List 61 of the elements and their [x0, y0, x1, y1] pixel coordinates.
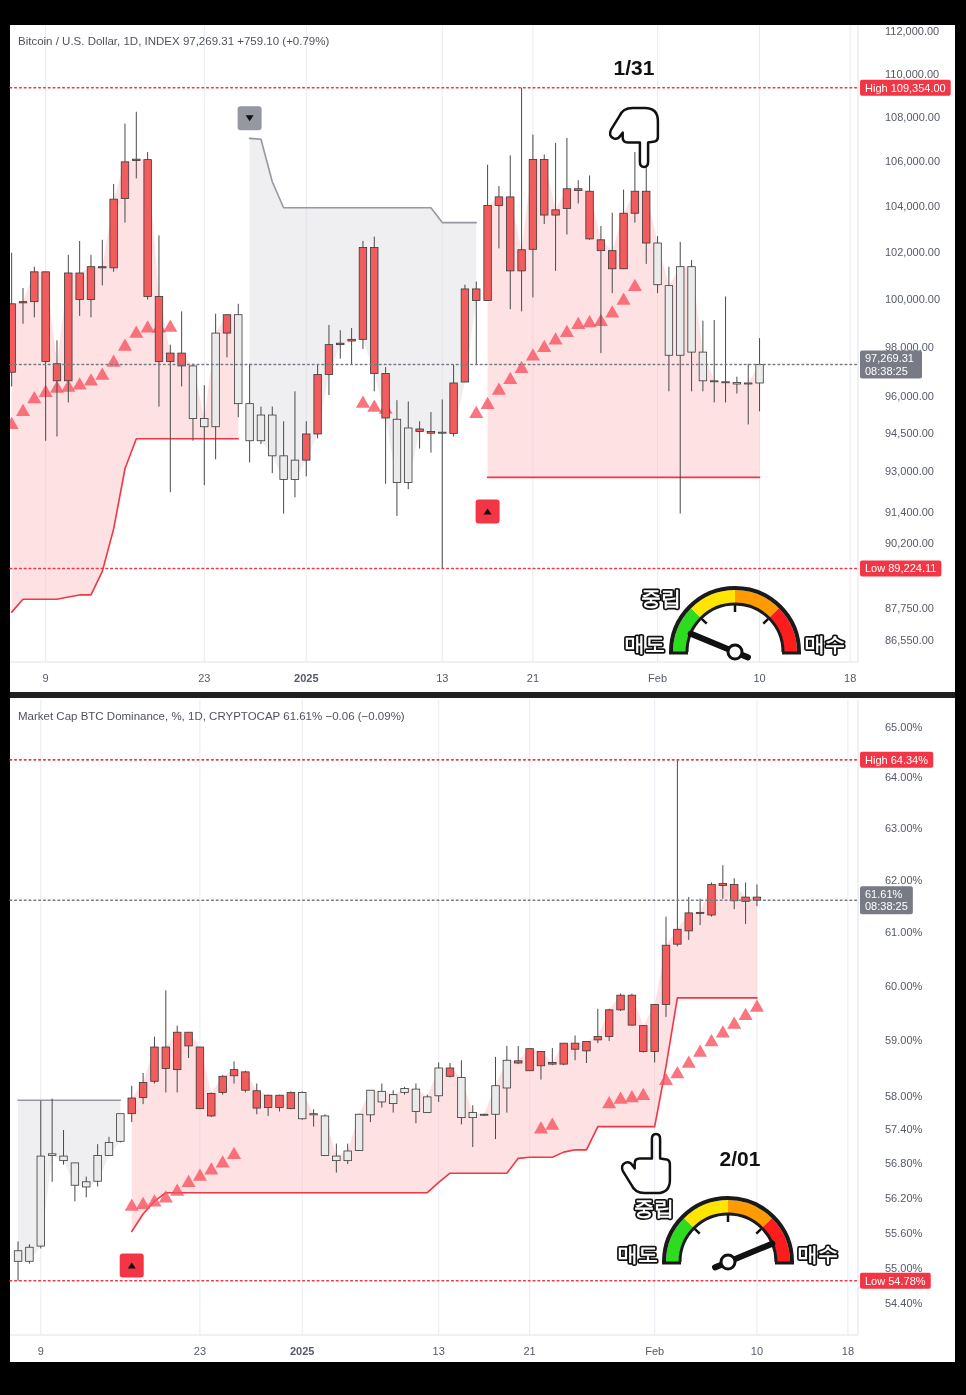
text: Market Cap BTC Dominance, %, 1D, CRYPTOCAP 61.61% −0.06 (−0.09%)	[18, 710, 405, 722]
x-tick-label: 13	[436, 672, 449, 684]
ref-line-label: High 64.34%	[865, 753, 929, 766]
y-tick-label: 56.20%	[885, 1191, 923, 1204]
slice-label: 중립	[634, 1196, 675, 1221]
y-tick-label: 62.00%	[885, 873, 923, 886]
ref-line-label: 97,269.31 08:38:25	[865, 352, 914, 377]
ref-line-label: High 109,354.00	[865, 81, 946, 94]
y-tick-label: 100,000.00	[885, 293, 941, 306]
y-tick-label: 86,550.00	[885, 634, 934, 647]
slice-label: 중립	[641, 586, 682, 611]
ref-line-label: Low 89,224.11	[865, 562, 937, 575]
x-tick-label: Feb	[648, 672, 668, 684]
x-tick-label: 21	[526, 672, 540, 684]
slice-label: 매도	[625, 632, 665, 656]
y-tick-label: 106,000.00	[885, 155, 941, 168]
y-tick-label: 58.00%	[885, 1089, 923, 1102]
x-tick-label: 2025	[290, 1345, 315, 1357]
y-tick-label: 96,000.00	[885, 389, 934, 402]
x-tick-label: 18	[844, 672, 857, 684]
x-tick-label: 10	[753, 672, 766, 684]
y-tick-label: 63.00%	[885, 822, 923, 834]
x-tick-label: 9	[37, 1345, 44, 1357]
slice-label: 매수	[805, 632, 845, 656]
y-tick-label: 87,750.00	[885, 601, 934, 614]
annotation: 1/31	[613, 55, 655, 79]
y-tick-label: 91,400.00	[885, 505, 934, 518]
y-tick-label: 59.00%	[885, 1034, 923, 1047]
text: Bitcoin / U.S. Dollar, 1D, INDEX 97,269.31 +759.10 (+0.79%)	[18, 35, 330, 47]
y-tick-label: 110,000.00	[885, 67, 940, 80]
y-tick-label: 60.00%	[885, 980, 923, 992]
y-tick-label: 61.00%	[885, 926, 923, 939]
y-tick-label: 98,000.00	[885, 340, 934, 353]
x-tick-label: 10	[750, 1345, 764, 1357]
x-tick-label: Feb	[645, 1345, 665, 1357]
x-tick-label: 13	[432, 1345, 445, 1357]
x-tick-label: 2025	[294, 672, 319, 684]
y-tick-label: 102,000.00	[885, 246, 941, 259]
y-tick-label: 65.00%	[885, 720, 923, 733]
x-tick-label: 21	[523, 1345, 536, 1357]
y-tick-label: 104,000.00	[885, 200, 941, 213]
x-tick-label: 9	[42, 672, 49, 684]
annotation: 2/01	[719, 1146, 761, 1170]
y-tick-label: 55.60%	[885, 1226, 923, 1239]
y-tick-label: 57.40%	[885, 1123, 923, 1136]
y-tick-label: 56.80%	[885, 1157, 923, 1170]
y-tick-label: 93,000.00	[885, 464, 934, 477]
y-tick-label: 64.00%	[885, 771, 923, 783]
slice-label: 매도	[618, 1242, 658, 1266]
y-tick-label: 108,000.00	[885, 111, 941, 124]
x-tick-label: 23	[193, 1345, 207, 1357]
y-tick-label: 54.40%	[885, 1297, 923, 1310]
y-tick-label: 90,200.00	[885, 536, 934, 549]
x-tick-label: 23	[198, 672, 211, 684]
x-tick-label: 18	[841, 1345, 855, 1357]
ref-line-label: Low 54.78%	[865, 1274, 926, 1287]
slice-label: 매수	[798, 1242, 838, 1266]
y-tick-label: 94,500.00	[885, 426, 934, 439]
y-tick-label: 112,000.00	[885, 25, 940, 38]
ref-line-label: 61.61% 08:38:25	[865, 888, 908, 913]
y-tick-label: 55.00%	[885, 1261, 923, 1274]
